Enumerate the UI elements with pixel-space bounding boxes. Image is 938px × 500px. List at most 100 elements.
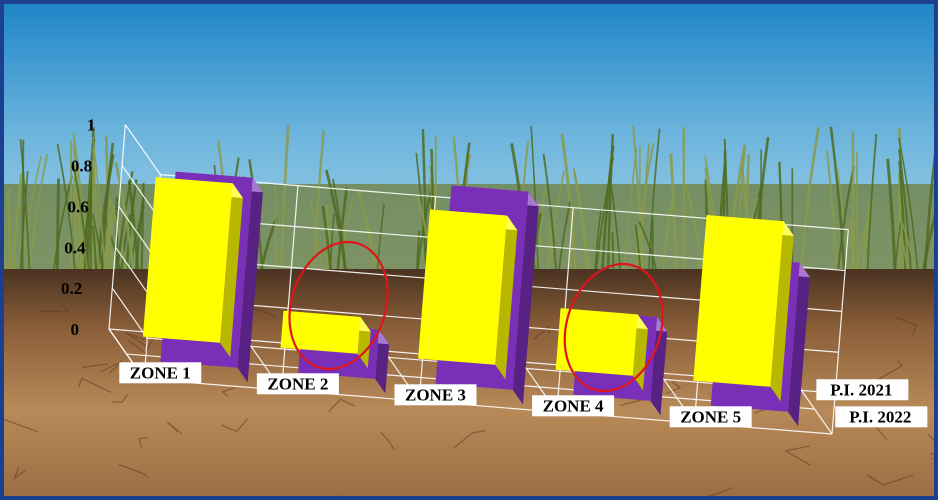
category-label-background <box>669 406 752 428</box>
bar-p-i-2021-zone-4 <box>555 308 648 391</box>
category-label-text: ZONE 2 <box>267 374 328 393</box>
category-label-zone-1: ZONE 1 <box>119 362 202 384</box>
soil-crack <box>867 474 914 486</box>
y-tick-label: 0.6 <box>68 197 89 216</box>
soil-crack <box>339 495 342 496</box>
bar-side-face <box>770 221 794 402</box>
category-label-text: ZONE 5 <box>680 407 741 426</box>
category-label-background <box>394 384 477 406</box>
grass-blade <box>21 139 25 281</box>
series-label-background <box>835 406 928 428</box>
soil-crack <box>532 325 550 341</box>
bar-side-face <box>512 191 539 405</box>
grass-blade <box>104 135 112 281</box>
category-label-zone-2: ZONE 2 <box>256 373 339 395</box>
soil-crack <box>99 360 123 374</box>
bar-front-face <box>555 308 638 376</box>
bar-p-i-2021-zone-5 <box>693 215 794 402</box>
back-vertical-gridline <box>281 185 299 391</box>
bar-side-face <box>375 329 390 394</box>
grass-blade <box>799 127 820 275</box>
category-label-text: ZONE 3 <box>405 385 466 404</box>
grass-blade <box>825 151 839 281</box>
soil-crack <box>127 337 155 355</box>
soil-crack <box>666 381 682 395</box>
grass-blade <box>829 126 846 280</box>
soil-crack <box>784 445 811 466</box>
y-tick-label: 0.8 <box>71 157 92 176</box>
soil-crack <box>453 429 486 449</box>
grass-blade <box>27 153 49 279</box>
soil-crack <box>249 307 277 320</box>
grass-blade <box>91 136 106 278</box>
category-label-zone-4: ZONE 4 <box>532 395 615 417</box>
side-gridline <box>118 206 155 257</box>
bar-side-face <box>650 317 668 416</box>
grass-blade <box>279 124 290 279</box>
soil-crack <box>125 332 148 348</box>
soil-crack <box>875 359 903 382</box>
left-front-edge <box>108 124 126 330</box>
side-gridline <box>115 246 152 298</box>
soil-crack <box>12 467 27 480</box>
bar-front-face <box>280 310 361 354</box>
series-label-p-i-2022: P.I. 2022 <box>835 406 928 428</box>
y-tick-label: 0 <box>71 320 80 339</box>
category-labels: ZONE 1 ZONE 2 ZONE 3 ZONE 4 ZONE 5 <box>119 362 752 428</box>
y-tick-label: 1 <box>87 116 96 135</box>
soil-crack <box>39 302 70 313</box>
annotation-ellipse-1 <box>288 240 389 371</box>
series-label-p-i-2021: P.I. 2021 <box>816 379 909 401</box>
soil-crack <box>927 433 934 442</box>
annotation-ellipse-2 <box>563 262 664 393</box>
category-label-text: ZONE 1 <box>130 363 191 382</box>
bar-side-face <box>632 314 648 391</box>
series-label-background <box>816 379 909 401</box>
soil-crack <box>81 363 109 368</box>
grass-blade <box>898 137 919 278</box>
grass-blade <box>55 178 61 280</box>
category-label-background <box>119 362 202 384</box>
soil-crack <box>4 418 39 433</box>
soil-crack <box>221 387 236 398</box>
bar-side-face <box>220 183 243 358</box>
bar-p-i-2021-zone-1 <box>142 177 243 358</box>
series-depth-labels: P.I. 2021 P.I. 2022 <box>816 379 928 428</box>
bar-front-face <box>418 209 508 365</box>
category-label-zone-3: ZONE 3 <box>394 384 477 406</box>
grass-blade <box>573 172 589 280</box>
category-label-text: ZONE 4 <box>543 396 604 415</box>
grass-blade <box>647 128 661 286</box>
series-label-text: P.I. 2021 <box>830 380 892 399</box>
grass-blade <box>56 143 77 277</box>
soil-crack <box>328 398 356 412</box>
side-gridline <box>124 124 161 176</box>
grass-blade <box>922 152 934 284</box>
category-label-background <box>532 395 615 417</box>
y-tick-label: 0.2 <box>61 279 82 298</box>
bar-p-i-2021-zone-3 <box>418 209 518 380</box>
soil-crack <box>138 437 148 448</box>
category-label-zone-5: ZONE 5 <box>669 406 752 428</box>
category-label-background <box>256 373 339 395</box>
grass-blade <box>72 132 89 282</box>
bar-side-face <box>237 177 263 383</box>
soil-crack <box>112 393 129 403</box>
bar-front-face <box>693 215 784 387</box>
soil-crack <box>77 377 112 393</box>
bar-front-face <box>142 177 233 343</box>
bar-side-face <box>495 215 518 380</box>
soil-crack <box>166 421 183 435</box>
grass-blade <box>72 177 85 278</box>
bar-p-i-2021-zone-2 <box>280 310 371 369</box>
grass-blade <box>886 158 897 275</box>
grass-blade <box>851 131 856 291</box>
chart-bars <box>142 171 810 427</box>
side-gridline <box>111 287 148 339</box>
soil-crack <box>221 418 248 433</box>
soil-crack <box>118 464 149 478</box>
grass-blade <box>633 142 655 280</box>
chart-annotations <box>288 240 664 393</box>
